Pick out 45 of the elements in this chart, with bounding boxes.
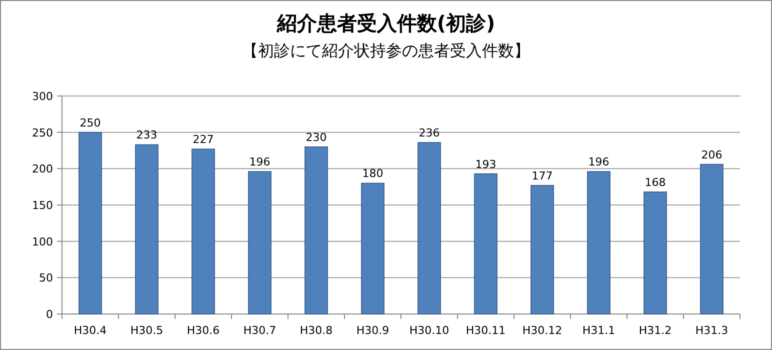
bar <box>361 182 384 314</box>
y-tick-label: 50 <box>39 272 53 285</box>
bar <box>587 171 610 314</box>
bar <box>530 184 554 314</box>
x-tick-label: H30.6 <box>186 324 220 337</box>
x-tick-label: H30.5 <box>130 324 164 337</box>
y-tick-label: 300 <box>32 90 53 103</box>
x-tick-label: H31.2 <box>638 324 672 337</box>
data-label: 236 <box>418 126 440 140</box>
y-tick-label: 100 <box>32 235 53 248</box>
bar <box>700 164 724 314</box>
chart-title: 紹介患者受入件数(初診) <box>276 11 496 35</box>
y-tick-label: 0 <box>46 308 53 321</box>
y-tick-label: 250 <box>32 126 53 140</box>
bar <box>304 146 328 314</box>
x-tick-label: H30.4 <box>74 324 107 337</box>
x-tick-label: H31.3 <box>695 324 728 337</box>
bar <box>644 192 667 314</box>
bar <box>418 142 441 314</box>
bar <box>135 144 158 314</box>
x-tick-label: H30.10 <box>409 324 450 337</box>
data-label: 168 <box>644 176 666 189</box>
data-label: 196 <box>588 156 610 169</box>
bar <box>78 132 102 314</box>
data-label: 196 <box>249 156 270 169</box>
x-tick-label: H30.12 <box>522 324 562 337</box>
data-label: 230 <box>306 130 327 144</box>
x-tick-label: H30.7 <box>243 324 276 337</box>
x-tick-label: H31.1 <box>582 324 616 337</box>
x-tick-label: H30.8 <box>300 324 333 337</box>
bar <box>474 173 498 314</box>
data-label: 227 <box>192 133 214 146</box>
y-tick-label: 200 <box>32 162 53 176</box>
x-tick-label: H30.11 <box>466 324 506 337</box>
x-tick-label: H30.9 <box>356 324 390 337</box>
data-label: 250 <box>80 116 101 130</box>
chart-subtitle: 【初診にて紹介状持参の患者受入件数】 <box>242 41 530 60</box>
data-label: 193 <box>475 158 496 171</box>
bar <box>192 148 215 314</box>
bar <box>248 171 272 314</box>
data-label: 233 <box>136 128 158 142</box>
data-label: 177 <box>532 169 553 182</box>
data-label: 206 <box>701 148 722 162</box>
data-label: 180 <box>362 167 384 180</box>
y-tick-label: 150 <box>32 199 53 212</box>
